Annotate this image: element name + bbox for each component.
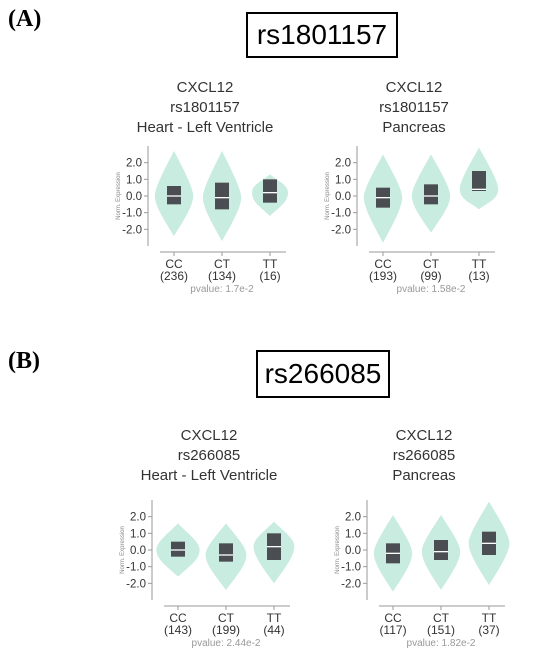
y-tick-label: -2.0 (126, 578, 146, 590)
x-tick-label: TT (482, 611, 497, 625)
y-tick-label: 0.0 (345, 545, 361, 557)
box-cc (171, 541, 185, 557)
x-tick-label: CC (165, 257, 183, 271)
panel-label-b: (B) (8, 348, 40, 374)
y-tick-label: 1.0 (335, 174, 351, 186)
y-tick-label: -2.0 (122, 224, 142, 236)
pvalue-label: pvalue: 2.44e-2 (192, 638, 261, 649)
x-tick-label: CT (423, 257, 440, 271)
violin-plot-b-heart: CXCL12 rs266085 Heart - Left Ventricle 2… (114, 424, 304, 649)
sample-count-label: (199) (212, 623, 240, 637)
y-tick-label: 2.0 (130, 512, 146, 524)
y-tick-label: -1.0 (341, 562, 361, 574)
y-tick-label: 2.0 (126, 158, 142, 170)
sample-count-label: (37) (478, 623, 499, 637)
sample-count-label: (13) (468, 269, 489, 283)
sample-count-label: (134) (208, 269, 236, 283)
sample-count-label: (236) (160, 269, 188, 283)
sample-count-label: (193) (369, 269, 397, 283)
x-tick-label: CC (169, 611, 187, 625)
y-tick-label: -2.0 (341, 578, 361, 590)
x-tick-label: CT (218, 611, 235, 625)
sample-count-label: (99) (420, 269, 441, 283)
y-tick-label: 2.0 (335, 158, 351, 170)
y-tick-label: 2.0 (345, 512, 361, 524)
violin-plot-b-pancreas: CXCL12 rs266085 Pancreas 2.0 1.0 0.0 -1.0 -2… (329, 424, 519, 649)
snp-label: rs266085 (177, 447, 241, 464)
gene-label: CXCL12 (180, 427, 238, 444)
panel-label-a: (A) (8, 6, 42, 32)
y-axis-title: Norm. Expression (120, 526, 126, 574)
y-tick-label: 0.0 (335, 191, 351, 203)
pvalue-label: pvalue: 1.58e-2 (397, 284, 466, 295)
gene-label: CXCL12 (176, 79, 234, 96)
snp-label: rs1801157 (170, 99, 240, 116)
x-tick-label: TT (263, 257, 278, 271)
sample-count-label: (117) (379, 623, 406, 637)
sample-count-label: (151) (427, 623, 455, 637)
snp-label: rs1801157 (379, 99, 449, 116)
y-tick-label: 1.0 (345, 528, 361, 540)
x-tick-label: CC (384, 611, 402, 625)
y-tick-label: 1.0 (126, 174, 142, 186)
gene-label: CXCL12 (385, 79, 443, 96)
x-tick-label: TT (472, 257, 487, 271)
box-ct (434, 540, 448, 560)
y-axis-title: Norm. Expression (325, 172, 331, 220)
snp-title-b: rs266085 (256, 350, 390, 398)
box-tt (472, 171, 486, 191)
box-cc (167, 186, 181, 205)
violin-plot-a-heart: CXCL12 rs1801157 Heart - Left Ventricle … (110, 76, 300, 296)
y-tick-label: -1.0 (126, 562, 146, 574)
sample-count-label: (44) (263, 623, 284, 637)
snp-title-a: rs1801157 (246, 12, 398, 58)
x-tick-label: CT (214, 257, 231, 271)
box-ct (215, 182, 229, 210)
y-tick-label: -1.0 (331, 208, 351, 220)
tissue-label: Heart - Left Ventricle (136, 119, 274, 136)
y-axis-title: Norm. Expression (335, 526, 341, 574)
sample-count-label: (143) (164, 623, 192, 637)
y-tick-label: 1.0 (130, 528, 146, 540)
box-ct (424, 184, 438, 205)
y-axis-title: Norm. Expression (116, 172, 122, 220)
box-ct (219, 543, 233, 562)
sample-count-label: (16) (259, 269, 280, 283)
y-tick-label: -1.0 (122, 208, 142, 220)
box-tt (263, 179, 277, 203)
tissue-label: Pancreas (382, 119, 446, 136)
gene-label: CXCL12 (395, 427, 453, 444)
snp-label: rs266085 (392, 447, 456, 464)
y-tick-label: -2.0 (331, 224, 351, 236)
x-tick-label: TT (267, 611, 282, 625)
pvalue-label: pvalue: 1.82e-2 (407, 638, 476, 649)
y-tick-label: 0.0 (130, 545, 146, 557)
violin-plot-a-pancreas: CXCL12 rs1801157 Pancreas 2.0 1.0 0.0 -1.0 -… (319, 76, 509, 296)
y-tick-label: 0.0 (126, 191, 142, 203)
tissue-label: Heart - Left Ventricle (140, 467, 278, 484)
x-tick-label: CC (374, 257, 392, 271)
tissue-label: Pancreas (392, 467, 456, 484)
x-tick-label: CT (433, 611, 450, 625)
pvalue-label: pvalue: 1.7e-2 (190, 284, 254, 295)
